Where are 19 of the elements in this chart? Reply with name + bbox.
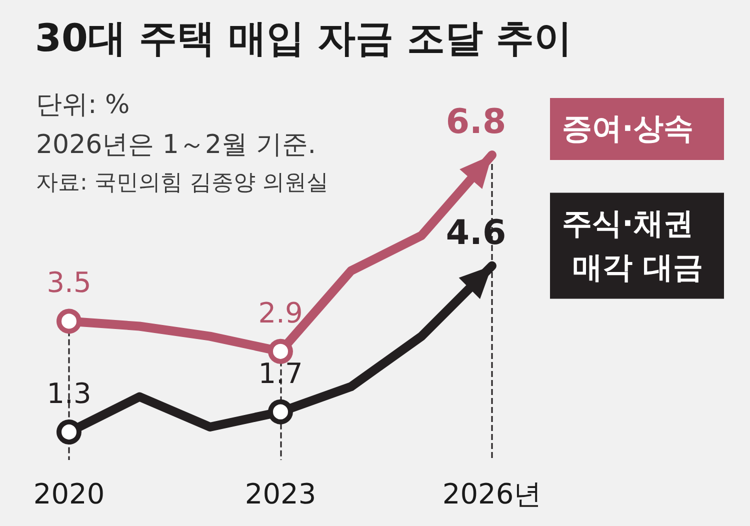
annotation: 자료: 국민의힘 김종양 의원실 (36, 170, 328, 196)
data-label: 1.7 (258, 356, 303, 390)
data-label: 4.6 (446, 212, 506, 253)
point (268, 338, 293, 364)
data-label: 1.3 (46, 377, 92, 410)
data-label: 3.5 (46, 266, 92, 300)
point (56, 420, 82, 444)
point (56, 308, 82, 334)
text: 단위: % (36, 90, 130, 120)
annotation: 2026년은 1～2월 기준. (36, 130, 316, 160)
x-tick-label: 2026년 (442, 478, 542, 510)
text: 증여·상속 (562, 112, 694, 146)
point (268, 399, 293, 424)
data-label: 6.8 (446, 102, 506, 142)
x-tick-label: 2020 (33, 478, 105, 510)
x-tick-label: 2023 (244, 478, 316, 510)
data-label: 2.9 (258, 296, 303, 330)
chart-title: 30대 주택 매입 자금 조달 추이 (35, 16, 572, 60)
text: 주식·채권 매각 대금 (562, 206, 703, 286)
